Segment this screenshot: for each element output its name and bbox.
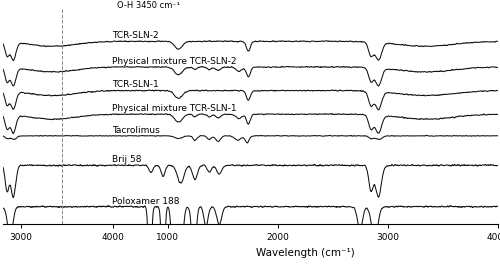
- Text: TCR-SLN-1: TCR-SLN-1: [112, 81, 159, 89]
- Text: Brij 58: Brij 58: [112, 155, 142, 164]
- Text: Physical mixture TCR-SLN-1: Physical mixture TCR-SLN-1: [112, 104, 237, 113]
- Text: Tacrolimus: Tacrolimus: [112, 126, 160, 135]
- Text: Poloxamer 188: Poloxamer 188: [112, 196, 180, 205]
- Text: TCR-SLN-2: TCR-SLN-2: [112, 31, 159, 40]
- X-axis label: Wavelength (cm⁻¹): Wavelength (cm⁻¹): [256, 248, 354, 258]
- Text: O-H 3450 cm⁻¹: O-H 3450 cm⁻¹: [117, 1, 180, 10]
- Text: Physical mixture TCR-SLN-2: Physical mixture TCR-SLN-2: [112, 57, 237, 66]
